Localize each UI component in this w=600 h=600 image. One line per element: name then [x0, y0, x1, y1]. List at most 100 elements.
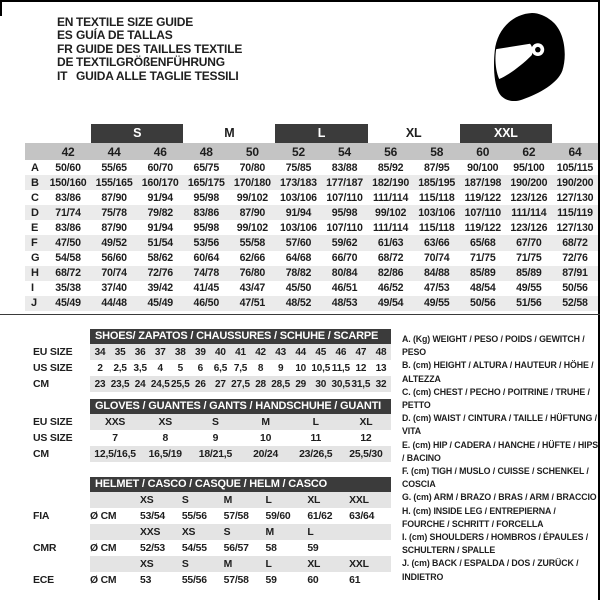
helmet-value: 55/56: [181, 574, 207, 586]
shoes-value: 26: [194, 378, 206, 390]
language-code: IT: [57, 68, 68, 83]
measurement-value: 46/52: [377, 282, 404, 295]
measurement-value: 155/165: [95, 176, 133, 189]
measurement-value: 55/65: [101, 161, 127, 174]
helmet-value: S: [181, 558, 189, 570]
helmet-value: XXL: [349, 558, 369, 570]
measurement-value: 87/91: [562, 267, 588, 280]
helmet-row-values: Ø CM 52/53 54/55 56/57 58 59: [90, 540, 391, 556]
measurement-value: 68/72: [55, 267, 81, 280]
measurement-legend: A. (Kg) WEIGHT / PESO / POIDS / GEWITCH …: [402, 333, 599, 584]
measurement-value: 103/106: [279, 221, 317, 234]
helmet-value: 59: [265, 574, 277, 586]
size-group-row: S M L XL XXL: [25, 124, 598, 143]
gloves-value: XS: [158, 416, 173, 428]
shoes-value: 3,5: [133, 362, 148, 374]
measurement-value: 111/114: [511, 206, 547, 219]
row-letter: E: [31, 221, 39, 234]
shoes-value: 45: [315, 346, 327, 358]
size-number: 60: [476, 144, 490, 159]
measurement-value: 80/84: [331, 267, 358, 280]
gloves-row: US SIZE 7 8 9 10 11 12: [25, 430, 391, 446]
shoes-value: 5: [177, 362, 184, 374]
helmet-standard-label: [25, 524, 90, 540]
shoes-value: 10,5: [311, 362, 331, 374]
measurement-value: 55/58: [239, 237, 266, 250]
measurement-value: 91/94: [147, 221, 173, 234]
measurement-value: 52/58: [562, 297, 588, 310]
shoes-value: 46: [335, 346, 347, 358]
measurement-value: 107/110: [464, 206, 502, 219]
row-letter: A: [31, 161, 39, 174]
measurement-row-f: F 47/50 49/52 51/54 53/56 55/58 57/60 59/62 61/6…: [25, 235, 598, 251]
measurement-value: 87/90: [101, 191, 127, 204]
gloves-value: 12: [360, 432, 372, 444]
helmet-value: 57/58: [223, 510, 249, 522]
shoes-value: 29: [295, 378, 307, 390]
shoes-value: 36: [134, 346, 146, 358]
helmet-row-values: Ø CM 53/54 55/56 57/58 59/60 61/62 63/64: [90, 508, 391, 524]
measurement-value: 99/102: [375, 206, 407, 219]
shoes-value: 30,5: [331, 378, 351, 390]
measurement-value: 56/60: [101, 252, 127, 265]
shoes-row: US SIZE 2 2,5 3,5 4 5 6 6,5 7,5 8 9 10 10,5 11,5 12 13: [25, 360, 391, 376]
helmet-row: FIA Ø CM 53/54 55/56 57/58 59/60 61/62 63/64: [25, 508, 391, 524]
shoes-value: 28,5: [271, 378, 290, 390]
helmet-value: 59/60: [265, 510, 291, 522]
measurement-value: 49/55: [423, 297, 450, 310]
measurement-value: 87/90: [101, 221, 127, 234]
measurement-value: 68/72: [562, 237, 588, 250]
measurement-value: 127/130: [556, 191, 594, 204]
shoes-value: 2,5: [113, 362, 127, 374]
measurement-value: 50/56: [470, 297, 496, 310]
shoes-value: 43: [275, 346, 286, 358]
row-letter: H: [31, 267, 39, 280]
size-number: 64: [568, 144, 582, 159]
helmet-value: XXL: [349, 494, 369, 506]
measurement-value: 46/51: [331, 282, 358, 295]
size-number: 58: [430, 144, 444, 159]
gloves-value: XL: [359, 416, 373, 428]
measurement-value: 115/118: [418, 221, 455, 234]
gloves-value: 11: [310, 432, 322, 444]
helmet-value: 54/55: [181, 542, 207, 554]
gloves-row-label: CM: [33, 448, 49, 460]
measurement-value: 49/55: [516, 282, 542, 295]
measurement-value: 57/60: [285, 237, 312, 250]
guide-title: TEXTILE SIZE GUIDE: [76, 15, 194, 29]
legend-item: G. (cm) ARM / BRAZO / BRAS / ARM / BRACC…: [402, 492, 597, 503]
gloves-value: 12,5/16,5: [94, 448, 136, 460]
helmet-value: XS: [140, 494, 154, 506]
shoes-value: 48: [375, 346, 387, 358]
gloves-value: XXS: [104, 416, 126, 428]
measurement-value: 51/54: [147, 237, 173, 250]
gloves-row-values: 12,5/16,5 16,5/19 18/21,5 20/24 23/26,5 25,5/…: [90, 446, 391, 462]
shoes-value: 23: [94, 378, 106, 390]
textile-size-table: S M L XL XXL 42 44 46 48 50 52 54 56 58 60 62 64 A 50/60 55…: [25, 124, 598, 311]
legend-item: A. (Kg) WEIGHT / PESO / POIDS / GEWITCH …: [402, 334, 585, 358]
measurement-value: 123/126: [510, 221, 548, 234]
measurement-value: 87/90: [239, 206, 266, 219]
shoes-value: 11,5: [331, 362, 350, 374]
legend-item: E. (cm) HIP / CADERA / HANCHE / HÜFTE / …: [402, 439, 598, 463]
measurement-value: 72/76: [562, 252, 588, 265]
helmet-size-table: HELMET / CASCO / CASQUE / HELM / CASCO X…: [25, 477, 391, 588]
shoes-value: 40: [215, 346, 226, 358]
shoes-value: 8: [257, 362, 264, 374]
shoes-value: 39: [194, 346, 206, 358]
gloves-value: 23/26,5: [299, 448, 333, 460]
helmet-unit: Ø CM: [90, 542, 117, 554]
measurement-value: 61/63: [377, 237, 404, 250]
gloves-value: 20/24: [253, 448, 279, 460]
gloves-row: CM 12,5/16,5 16,5/19 18/21,5 20/24 23/26,5 25,…: [25, 446, 391, 462]
measurement-value: 59/62: [331, 237, 358, 250]
measurement-row-a: A 50/60 55/65 60/70 65/75 70/80 75/85 83/88 85/9…: [25, 160, 598, 175]
helmet-value: 53/54: [140, 510, 166, 522]
measurement-value: 95/100: [513, 161, 545, 174]
helmet-row-values: Ø CM 53 55/56 57/58 59 60 61: [90, 572, 391, 588]
measurement-value: 35/38: [55, 282, 81, 295]
helmet-table-title: HELMET / CASCO / CASQUE / HELM / CASCO: [90, 477, 391, 492]
gloves-row-label: EU SIZE: [33, 416, 73, 428]
size-number: 56: [384, 144, 398, 159]
measurement-value: 60/70: [147, 161, 173, 174]
